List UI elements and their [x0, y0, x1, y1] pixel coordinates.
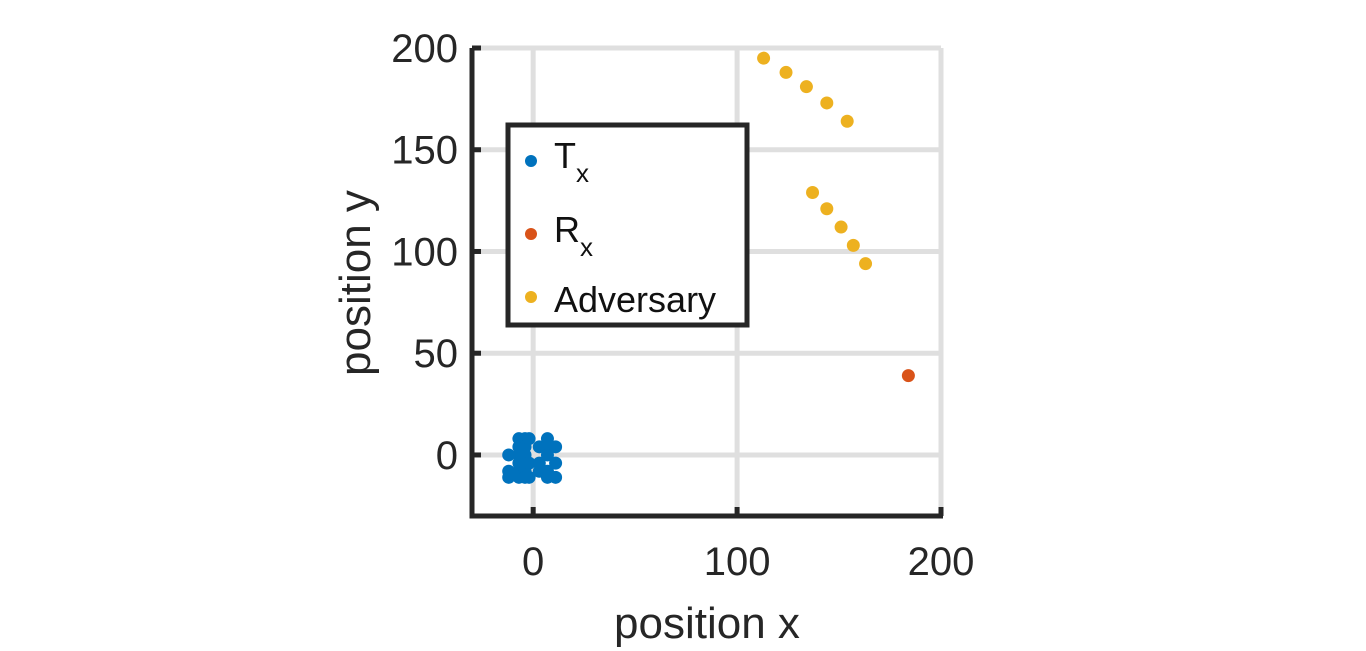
x-axis-label: position x: [614, 599, 800, 648]
point-tx: [549, 456, 563, 470]
point-tx: [502, 448, 516, 462]
point-tx: [522, 470, 536, 484]
y-tick-label: 0: [436, 434, 458, 478]
point-adversary: [840, 114, 854, 128]
point-tx: [549, 440, 563, 454]
y-tick-label: 150: [391, 129, 458, 173]
point-adversary: [820, 96, 834, 110]
point-tx: [540, 448, 554, 462]
x-tick-label: 200: [908, 540, 975, 584]
x-tick-label: 100: [704, 540, 771, 584]
legend-marker-tx: [525, 155, 537, 167]
point-tx: [522, 432, 536, 446]
point-tx: [522, 456, 536, 470]
data-points: [502, 51, 915, 484]
legend: Tx Rx Adversary: [505, 122, 750, 328]
tick-labels: 0 100 200 0 50 100 150 200: [391, 27, 974, 584]
point-adversary: [806, 185, 820, 199]
point-adversary: [757, 51, 771, 65]
y-axis-label: position y: [331, 190, 380, 376]
legend-box: [505, 122, 750, 328]
legend-marker-rx: [525, 228, 537, 240]
point-adversary: [820, 202, 834, 216]
y-tick-label: 200: [391, 27, 458, 71]
legend-label-tx: Tx: [554, 135, 589, 188]
point-adversary: [846, 238, 860, 252]
legend-label-adversary: Adversary: [554, 279, 716, 320]
y-tick-label: 50: [414, 332, 459, 376]
legend-label-rx: Rx: [554, 209, 593, 262]
point-adversary: [799, 80, 813, 94]
point-rx: [901, 369, 915, 383]
y-tick-label: 100: [391, 230, 458, 274]
legend-marker-adversary: [525, 291, 537, 303]
point-adversary: [834, 220, 848, 234]
point-tx: [549, 470, 563, 484]
point-adversary: [779, 65, 793, 79]
point-adversary: [859, 257, 873, 271]
x-tick-label: 0: [522, 540, 544, 584]
axes: [469, 45, 944, 519]
point-tx: [502, 470, 516, 484]
